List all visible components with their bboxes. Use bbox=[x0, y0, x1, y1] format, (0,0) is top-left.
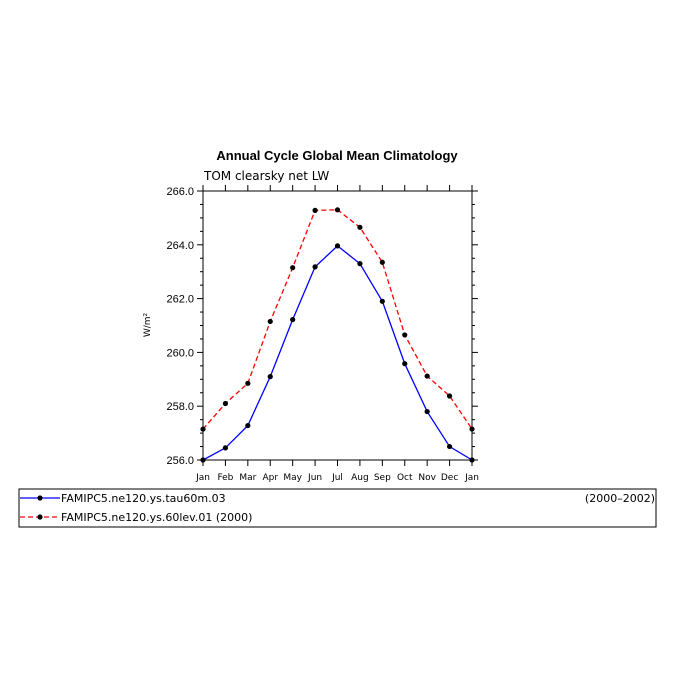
legend: FAMIPC5.ne120.ys.tau60m.03 (2000–2002) F… bbox=[18, 488, 657, 528]
data-point-series-2 bbox=[402, 332, 408, 338]
legend-marker-2 bbox=[37, 514, 43, 520]
x-tick-label: Jan bbox=[464, 473, 479, 483]
y-tick-label: 264.0 bbox=[166, 240, 194, 252]
x-tick-label: Mar bbox=[239, 473, 256, 483]
y-tick-label: 262.0 bbox=[166, 294, 194, 306]
x-tick-label: Sep bbox=[374, 473, 391, 483]
legend-marker-1 bbox=[37, 495, 43, 501]
x-tick-label: Oct bbox=[397, 473, 413, 483]
data-point-series-2 bbox=[245, 380, 251, 386]
legend-label-1: FAMIPC5.ne120.ys.tau60m.03 bbox=[61, 492, 226, 505]
data-point-series-1 bbox=[379, 298, 385, 304]
data-point-series-2 bbox=[334, 207, 341, 213]
y-tick-label: 256.0 bbox=[166, 455, 194, 467]
y-tick-label: 260.0 bbox=[166, 347, 194, 359]
lines-layer bbox=[200, 207, 475, 463]
data-point-series-2 bbox=[357, 224, 363, 230]
data-point-series-1 bbox=[290, 316, 296, 323]
data-point-series-2 bbox=[312, 207, 318, 213]
y-tick-label: 266.0 bbox=[166, 186, 194, 198]
series-line-1 bbox=[202, 245, 473, 461]
legend-box bbox=[18, 488, 657, 528]
series-line-2 bbox=[202, 209, 473, 430]
y-axis-label: W/m² bbox=[143, 312, 153, 337]
x-tick-label: May bbox=[283, 473, 302, 483]
ticks-layer: 256.0 258.0 260.0 262.0 264.0 266.0 Jan Feb Mar A… bbox=[166, 185, 479, 483]
legend-label-2: FAMIPC5.ne120.ys.60lev.01 (2000) bbox=[61, 511, 252, 524]
data-point-series-1 bbox=[334, 243, 341, 249]
data-point-series-1 bbox=[312, 264, 318, 270]
data-point-series-2 bbox=[446, 393, 453, 399]
data-point-series-1 bbox=[245, 422, 251, 429]
data-point-series-1 bbox=[200, 457, 206, 463]
x-tick-label: Jun bbox=[307, 473, 322, 483]
x-tick-label: Feb bbox=[217, 473, 233, 483]
data-point-series-1 bbox=[446, 443, 453, 450]
chart-title: Annual Cycle Global Mean Climatology bbox=[216, 148, 458, 163]
y-tick-label: 258.0 bbox=[166, 401, 194, 413]
data-point-series-1 bbox=[402, 361, 408, 367]
x-tick-label: Dec bbox=[441, 473, 458, 483]
data-point-series-2 bbox=[200, 426, 206, 432]
legend-period-1: (2000–2002) bbox=[585, 492, 655, 505]
x-tick-label: Aug bbox=[351, 473, 369, 483]
data-point-series-1 bbox=[267, 374, 273, 380]
data-point-series-2 bbox=[267, 318, 273, 325]
data-point-series-2 bbox=[379, 259, 385, 265]
data-point-series-1 bbox=[357, 261, 363, 267]
data-point-series-2 bbox=[424, 373, 430, 379]
x-tick-label: Nov bbox=[418, 473, 436, 483]
data-point-series-2 bbox=[469, 426, 475, 432]
x-tick-label: Jan bbox=[195, 473, 210, 483]
data-point-series-1 bbox=[424, 408, 430, 415]
x-tick-label: Apr bbox=[262, 473, 278, 483]
data-point-series-2 bbox=[290, 265, 296, 271]
data-point-series-1 bbox=[469, 457, 475, 463]
x-tick-label: Jul bbox=[331, 473, 343, 483]
data-point-series-2 bbox=[222, 400, 229, 407]
chart-subtitle: TOM clearsky net LW bbox=[203, 169, 329, 183]
data-point-series-1 bbox=[222, 445, 229, 451]
